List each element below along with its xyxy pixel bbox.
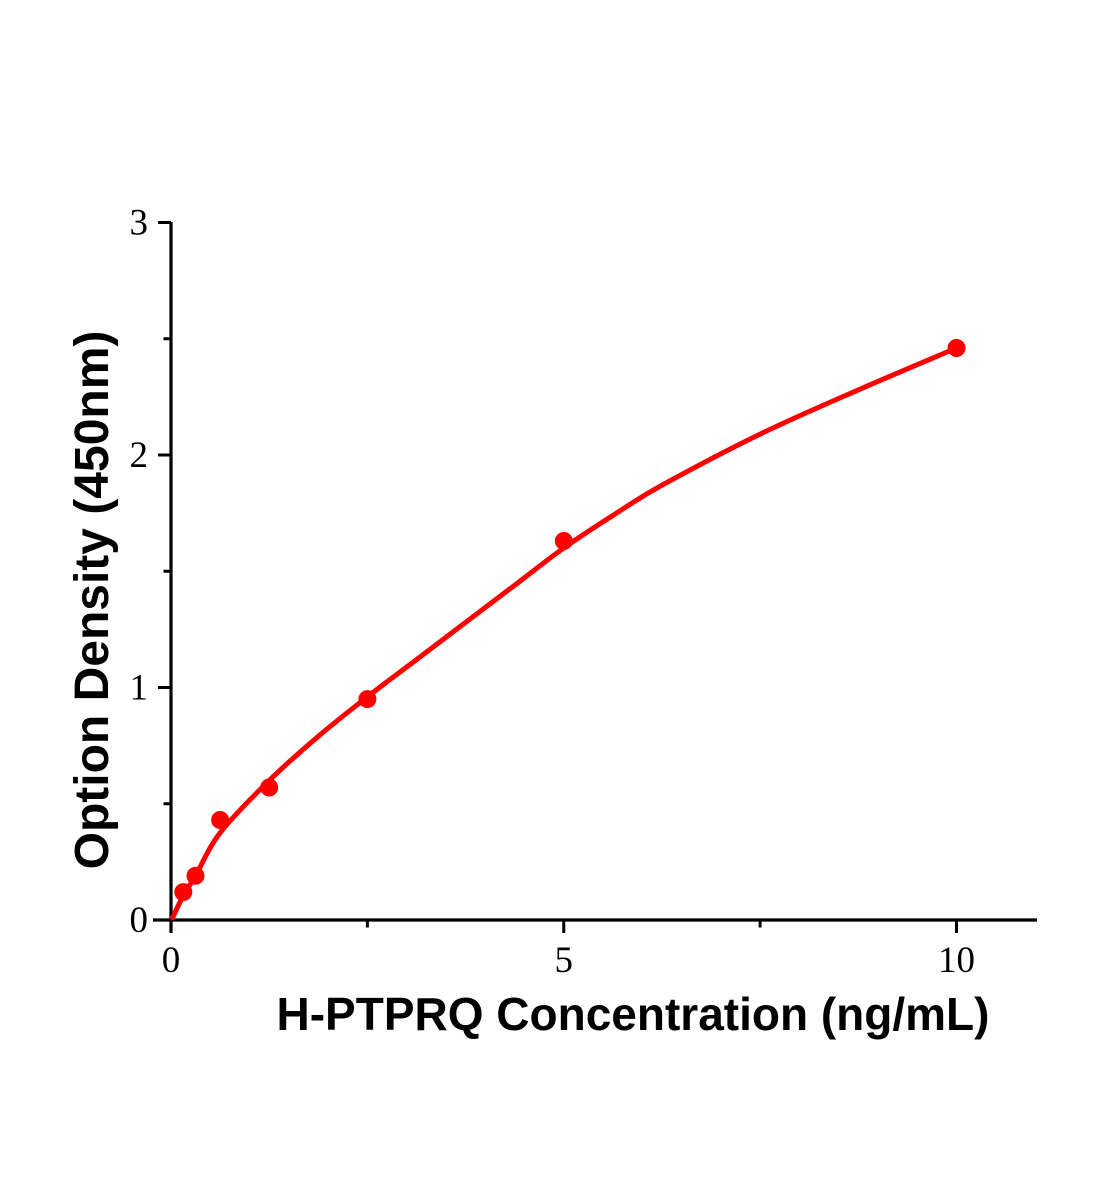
y-ticks [158, 221, 171, 922]
data-point [554, 532, 573, 550]
y-axis-title: Option Density (450nm) [66, 331, 119, 870]
data-point [211, 811, 230, 829]
x-tick-label: 5 [555, 940, 574, 981]
fit-curve-line [170, 345, 959, 921]
data-point [186, 866, 205, 885]
x-tick-label: 10 [938, 940, 975, 981]
data-point [947, 339, 966, 357]
x-tick-label: 0 [162, 940, 181, 981]
x-tick-labels: 0 5 10 [162, 940, 975, 981]
y-tick-label: 2 [130, 435, 149, 476]
data-points [174, 339, 966, 902]
data-series [170, 339, 966, 921]
data-point [260, 778, 279, 797]
y-tick-label: 1 [130, 668, 149, 709]
data-point [174, 883, 193, 902]
data-point [358, 690, 377, 709]
y-tick-labels: 0 1 2 3 [130, 203, 149, 942]
y-tick-label: 3 [130, 203, 149, 244]
x-ticks [169, 920, 958, 933]
axes: 0 5 10 0 1 2 3 [130, 203, 1037, 981]
y-tick-label: 0 [130, 900, 149, 941]
x-axis-title: H-PTPRQ Concentration (ng/mL) [277, 988, 990, 1040]
